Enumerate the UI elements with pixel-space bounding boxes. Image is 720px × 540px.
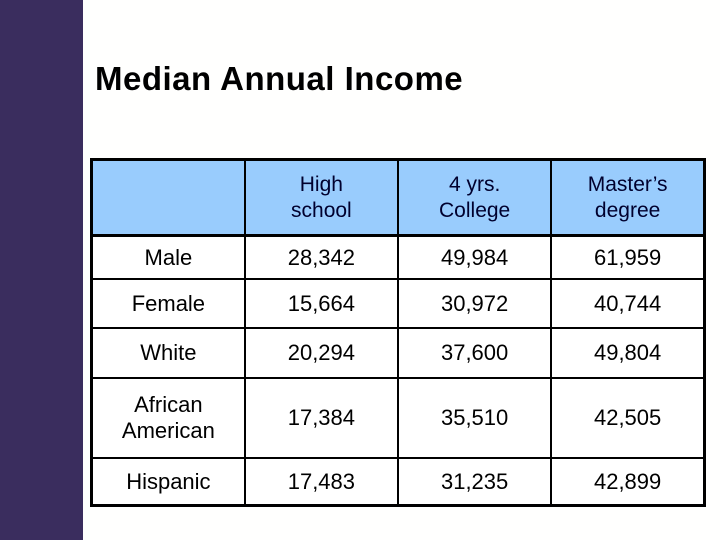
cell-hispanic-high-school: 17,483 bbox=[243, 457, 400, 507]
cell-female-college: 30,972 bbox=[396, 278, 553, 329]
table-row-white: White 20,294 37,600 49,804 bbox=[90, 327, 706, 379]
cell-african-american-high-school: 17,384 bbox=[243, 377, 400, 459]
cell-female-high-school: 15,664 bbox=[243, 278, 400, 329]
slide-title: Median Annual Income bbox=[95, 60, 464, 97]
left-accent-bar bbox=[0, 0, 83, 540]
corner-cell bbox=[90, 158, 246, 237]
row-label-hispanic: Hispanic bbox=[90, 457, 246, 507]
cell-hispanic-masters: 42,899 bbox=[550, 457, 706, 507]
table-row-male: Male 28,342 49,984 61,959 bbox=[90, 234, 706, 280]
cell-male-college: 49,984 bbox=[396, 234, 553, 280]
cell-hispanic-college: 31,235 bbox=[396, 457, 553, 507]
cell-white-masters: 49,804 bbox=[550, 327, 706, 379]
cell-white-college: 37,600 bbox=[396, 327, 553, 379]
cell-male-high-school: 28,342 bbox=[243, 234, 400, 280]
row-label-male: Male bbox=[90, 234, 246, 280]
table-header-row: High school 4 yrs. College Master’s degr… bbox=[90, 158, 706, 237]
table-row-african-american: African American 17,384 35,510 42,505 bbox=[90, 377, 706, 459]
col-header-high-school: High school bbox=[243, 158, 400, 237]
income-table: High school 4 yrs. College Master’s degr… bbox=[90, 158, 706, 507]
cell-african-american-masters: 42,505 bbox=[550, 377, 706, 459]
col-header-college: 4 yrs. College bbox=[396, 158, 553, 237]
row-label-female: Female bbox=[90, 278, 246, 329]
cell-white-high-school: 20,294 bbox=[243, 327, 400, 379]
cell-female-masters: 40,744 bbox=[550, 278, 706, 329]
table-row-hispanic: Hispanic 17,483 31,235 42,899 bbox=[90, 457, 706, 507]
cell-male-masters: 61,959 bbox=[550, 234, 706, 280]
col-header-masters-degree: Master’s degree bbox=[550, 158, 706, 237]
row-label-african-american: African American bbox=[90, 377, 246, 459]
cell-african-american-college: 35,510 bbox=[396, 377, 553, 459]
row-label-white: White bbox=[90, 327, 246, 379]
table-row-female: Female 15,664 30,972 40,744 bbox=[90, 278, 706, 329]
